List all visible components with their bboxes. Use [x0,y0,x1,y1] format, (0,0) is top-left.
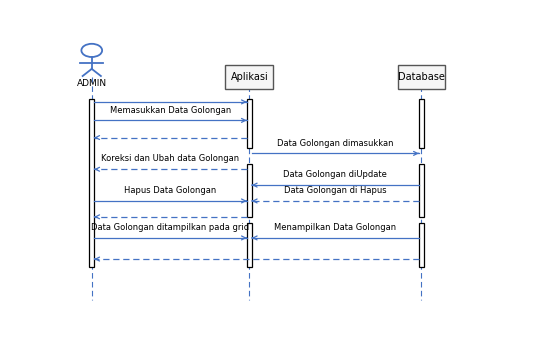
Text: Aplikasi: Aplikasi [231,72,268,82]
Bar [225,65,273,89]
Text: Database: Database [398,72,445,82]
Text: Data Golongan dimasukkan: Data Golongan dimasukkan [277,139,394,147]
Text: Data Golongan diUpdate: Data Golongan diUpdate [284,170,387,179]
Bar [247,164,252,217]
Bar [419,99,424,148]
Text: ADMIN: ADMIN [77,79,107,88]
Text: Koreksi dan Ubah data Golongan: Koreksi dan Ubah data Golongan [102,154,240,164]
Text: Menampilkan Data Golongan: Menampilkan Data Golongan [274,223,396,232]
Text: Hapus Data Golongan: Hapus Data Golongan [125,186,217,195]
Text: Data Golongan ditampilkan pada grid: Data Golongan ditampilkan pada grid [91,223,250,232]
Bar [247,99,252,148]
Text: Memasukkan Data Golongan: Memasukkan Data Golongan [110,106,231,115]
Bar [247,223,252,267]
Bar [419,164,424,217]
Bar [398,65,445,89]
Bar [89,99,94,267]
Bar [419,223,424,267]
Text: Data Golongan di Hapus: Data Golongan di Hapus [284,186,387,195]
